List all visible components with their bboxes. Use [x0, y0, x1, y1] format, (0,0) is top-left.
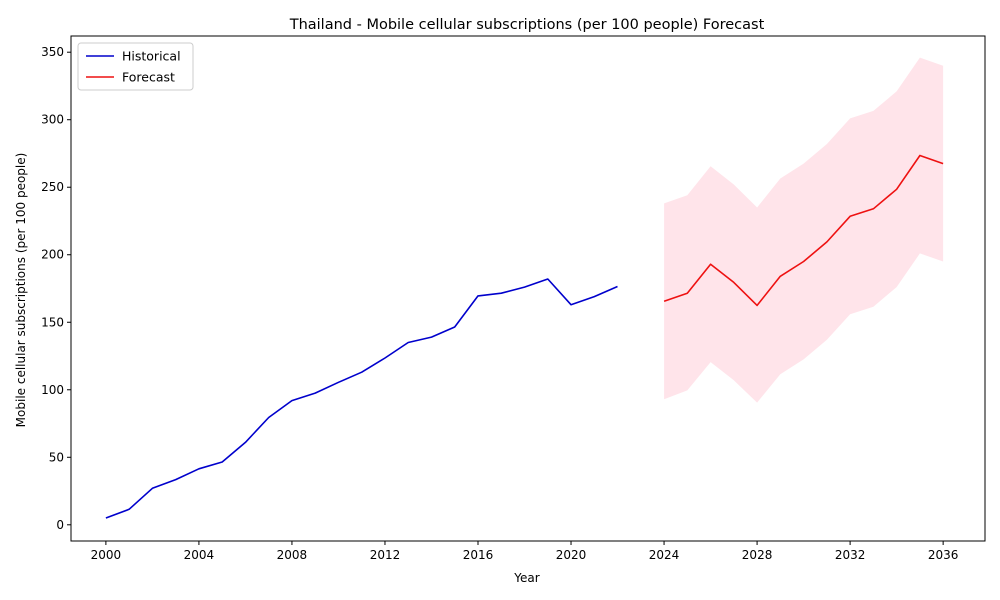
y-axis: 0 50 100 150 200 250 300 350	[41, 45, 71, 532]
y-tick-label: 250	[41, 180, 64, 194]
confidence-band-layer	[664, 57, 944, 403]
x-tick-label: 2036	[928, 548, 959, 562]
legend: Historical Forecast	[77, 42, 194, 91]
y-tick-label: 350	[41, 45, 64, 59]
legend-label-historical: Historical	[122, 49, 181, 64]
chart-title: Thailand - Mobile cellular subscriptions…	[289, 17, 765, 33]
x-axis-label: Year	[513, 571, 539, 585]
legend-box	[77, 42, 194, 91]
x-tick-label: 2008	[277, 548, 308, 562]
x-tick-label: 2032	[835, 548, 866, 562]
x-tick-label: 2016	[463, 548, 494, 562]
y-tick-label: 0	[56, 518, 64, 532]
plot-area-frame	[70, 35, 986, 542]
y-tick-label: 100	[41, 383, 64, 397]
x-tick-label: 2000	[91, 548, 122, 562]
x-tick-label: 2028	[742, 548, 773, 562]
y-tick-label: 50	[49, 450, 64, 464]
y-tick-label: 150	[41, 315, 64, 329]
forecast-series-line	[663, 154, 944, 307]
y-tick-label: 200	[41, 248, 64, 262]
series-lines-layer	[105, 154, 944, 519]
y-tick-label: 300	[41, 113, 64, 127]
x-tick-label: 2024	[649, 548, 680, 562]
x-tick-label: 2020	[556, 548, 587, 562]
historical-series-line	[105, 278, 618, 519]
x-tick-label: 2004	[184, 548, 215, 562]
legend-label-forecast: Forecast	[122, 70, 175, 85]
x-axis: 2000 2004 2008 2012 2016 2020 2024 2028 2032 2036	[91, 541, 959, 562]
x-tick-label: 2012	[370, 548, 401, 562]
forecast-confidence-band	[664, 57, 944, 403]
y-axis-label: Mobile cellular subscriptions (per 100 p…	[14, 153, 28, 428]
